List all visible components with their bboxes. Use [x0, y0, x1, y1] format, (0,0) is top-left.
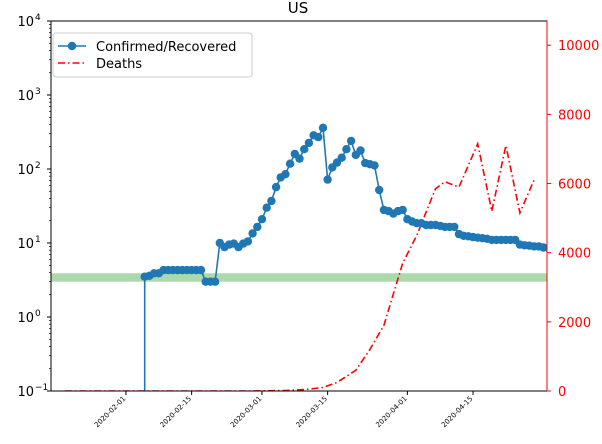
legend-confirmed-label: Confirmed/Recovered	[96, 40, 236, 55]
right-tick-label: 10000	[558, 39, 599, 54]
confirmed-point	[285, 159, 295, 168]
left-tick-label: 10	[17, 311, 34, 326]
x-tick-label: 2020-04-01	[374, 395, 408, 429]
x-tick-label: 2020-03-15	[295, 395, 329, 429]
confirmed-point	[543, 243, 547, 252]
right-tick-label: 8000	[558, 108, 591, 123]
confirmed-point	[370, 161, 379, 170]
confirmed-point	[346, 136, 356, 146]
left-tick-label: 10	[17, 163, 34, 178]
legend-deaths-label: Deaths	[96, 57, 142, 72]
left-tick-exponent: 3	[35, 87, 41, 97]
legend-confirmed-marker	[67, 41, 77, 51]
confirmed-point	[267, 196, 276, 206]
confirmed-point	[262, 203, 271, 212]
confirmed-point	[271, 182, 281, 192]
confirmed-point	[314, 132, 323, 142]
x-tick-label: 2020-02-15	[159, 395, 193, 429]
confirmed-point	[337, 153, 346, 162]
confirmed-point	[196, 265, 206, 275]
x-tick-label: 2020-04-15	[440, 395, 474, 429]
chart-title: US	[288, 0, 309, 17]
confirmed-point	[300, 145, 309, 154]
confirmed-point	[342, 145, 351, 154]
deaths-series-layer	[65, 141, 535, 391]
right-tick-label: 0	[558, 385, 566, 400]
left-tick-exponent: 2	[35, 161, 41, 171]
confirmed-point	[253, 222, 262, 232]
right-tick-label: 2000	[558, 316, 591, 331]
left-tick-label: 10	[17, 15, 34, 30]
right-tick-label: 6000	[558, 178, 591, 193]
confirmed-point	[323, 175, 332, 184]
confirmed-point	[398, 205, 407, 215]
threshold-band-layer	[51, 273, 547, 282]
confirmed-point	[243, 237, 253, 246]
confirmed-line	[143, 124, 547, 391]
left-tick-label: 10	[17, 237, 34, 252]
confirmed-point	[375, 185, 384, 195]
left-tick-label: 10	[17, 385, 34, 400]
legend-box	[52, 32, 253, 78]
confirmed-point	[281, 170, 290, 179]
x-tick-label: 2020-02-01	[93, 395, 127, 429]
left-tick-exponent: 4	[35, 13, 41, 23]
confirmed-point	[210, 277, 220, 286]
confirmed-point	[356, 146, 365, 155]
confirmed-point	[549, 244, 557, 252]
legend: Confirmed/Recovered Deaths	[52, 32, 253, 78]
threshold-band	[51, 273, 547, 282]
x-tick-label: 2020-03-01	[229, 395, 263, 429]
left-tick-exponent: 1	[35, 235, 41, 245]
right-tick-label: 4000	[558, 247, 591, 262]
confirmed-point	[248, 229, 257, 238]
left-tick-label: 10	[17, 89, 34, 104]
deaths-line	[65, 141, 535, 391]
confirmed-point	[450, 222, 459, 232]
confirmed-series-layer	[140, 123, 557, 391]
confirmed-point	[318, 123, 328, 132]
confirmed-point	[304, 138, 314, 148]
confirmed-point	[257, 215, 267, 224]
left-tick-exponent: 0	[35, 309, 41, 319]
confirmed-point	[295, 154, 304, 163]
left-tick-exponent: −1	[35, 383, 48, 393]
